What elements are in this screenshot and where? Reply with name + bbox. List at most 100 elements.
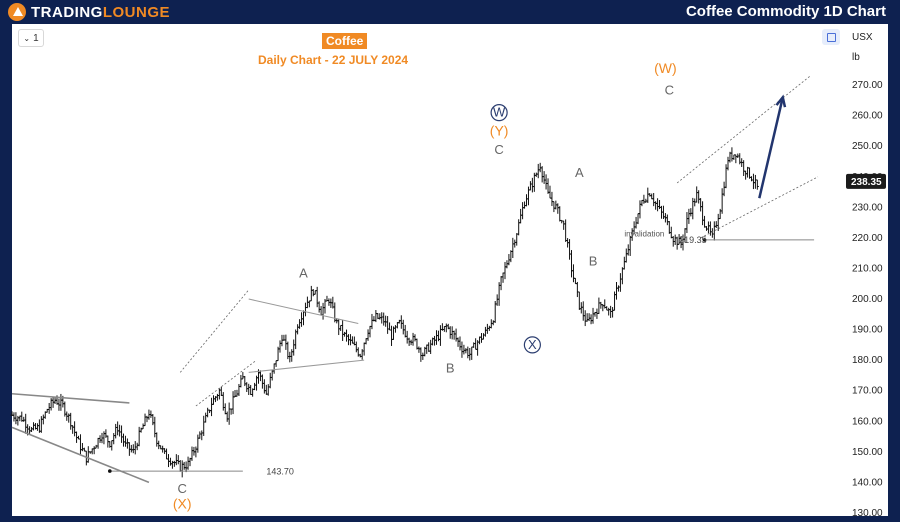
candle bbox=[96, 437, 100, 449]
y-tick-label: 180.00 bbox=[852, 355, 883, 366]
projection-arrow bbox=[758, 97, 785, 199]
candle bbox=[511, 237, 515, 259]
candle bbox=[403, 324, 407, 338]
candle bbox=[444, 323, 448, 333]
candle bbox=[307, 300, 311, 308]
candle bbox=[399, 315, 403, 329]
candle bbox=[186, 456, 190, 470]
candle bbox=[513, 239, 517, 248]
candle bbox=[202, 415, 206, 436]
candle bbox=[149, 410, 153, 418]
candle bbox=[480, 333, 484, 343]
candle bbox=[548, 185, 552, 199]
candle bbox=[69, 412, 73, 430]
candle bbox=[239, 374, 243, 388]
candle bbox=[581, 301, 585, 321]
candle bbox=[192, 446, 196, 456]
candle bbox=[615, 282, 618, 300]
candle bbox=[470, 346, 474, 360]
final-channel-lower-line bbox=[700, 176, 819, 239]
candle bbox=[583, 310, 587, 327]
invalidation-label: invalidation bbox=[624, 229, 664, 238]
candle bbox=[180, 460, 184, 478]
candle bbox=[462, 344, 466, 355]
candle bbox=[744, 170, 748, 180]
invalidation-dot bbox=[702, 238, 707, 242]
candle bbox=[215, 393, 219, 401]
candle bbox=[474, 338, 478, 350]
candle bbox=[22, 416, 26, 422]
wave-label-w-circled: W bbox=[493, 105, 506, 120]
candle bbox=[309, 285, 313, 302]
candle bbox=[599, 301, 603, 309]
candle bbox=[212, 395, 215, 405]
candle bbox=[656, 198, 660, 212]
candle bbox=[697, 190, 701, 204]
candle bbox=[380, 312, 384, 324]
candle bbox=[556, 203, 560, 214]
candle bbox=[266, 384, 270, 396]
logo-icon bbox=[8, 3, 26, 21]
candle bbox=[120, 425, 124, 443]
candle bbox=[300, 312, 304, 327]
candle bbox=[210, 397, 214, 417]
currency-label[interactable]: USX bbox=[852, 32, 873, 43]
candle bbox=[550, 191, 554, 207]
candle bbox=[390, 325, 394, 346]
candle bbox=[624, 248, 628, 263]
candle bbox=[245, 382, 249, 392]
candle bbox=[196, 434, 200, 453]
unit-label[interactable]: lb bbox=[852, 52, 860, 63]
candle bbox=[665, 214, 669, 226]
candle bbox=[710, 228, 714, 238]
triangle-lower-line bbox=[248, 359, 365, 373]
candle bbox=[348, 334, 352, 346]
candle bbox=[229, 408, 233, 415]
candle bbox=[517, 219, 521, 236]
candle bbox=[607, 307, 611, 316]
y-tick-label: 150.00 bbox=[852, 447, 883, 458]
arrow-head-icon bbox=[775, 94, 787, 108]
candle bbox=[227, 402, 231, 425]
candle bbox=[746, 166, 750, 178]
chart-area[interactable] bbox=[12, 24, 888, 516]
candle bbox=[374, 310, 378, 323]
candle bbox=[382, 312, 386, 326]
candle bbox=[123, 435, 127, 447]
candle bbox=[39, 416, 43, 433]
y-tick-label: 190.00 bbox=[852, 325, 883, 336]
candle bbox=[722, 181, 726, 197]
candle bbox=[442, 325, 446, 332]
candle bbox=[528, 181, 532, 191]
wave-label-a-1: A bbox=[299, 266, 308, 281]
candle bbox=[92, 446, 96, 455]
candle bbox=[174, 454, 178, 466]
wave-label-c-x: C bbox=[178, 481, 187, 496]
candle bbox=[341, 319, 345, 341]
candle bbox=[579, 302, 583, 314]
candle bbox=[78, 434, 82, 455]
candle bbox=[585, 313, 589, 322]
chart-title: Coffee bbox=[322, 33, 368, 49]
interval-button[interactable]: ⌄ 1 bbox=[18, 29, 44, 47]
candle bbox=[143, 413, 147, 427]
fullscreen-icon[interactable] bbox=[822, 29, 840, 45]
candle bbox=[597, 297, 601, 314]
candle bbox=[339, 324, 343, 331]
wave-label-y-paren: (Y) bbox=[490, 123, 509, 139]
candle bbox=[184, 461, 188, 473]
candle bbox=[59, 393, 63, 411]
candle bbox=[362, 342, 366, 356]
candle bbox=[405, 330, 409, 344]
candle bbox=[168, 457, 172, 466]
candle bbox=[30, 426, 34, 432]
candle bbox=[636, 213, 640, 225]
candle bbox=[141, 423, 145, 430]
candle bbox=[153, 416, 157, 438]
candle bbox=[495, 294, 499, 306]
logo-text-part2: LOUNGE bbox=[102, 3, 170, 21]
candle bbox=[333, 302, 337, 323]
candle bbox=[654, 201, 658, 210]
candle bbox=[687, 208, 691, 224]
candle bbox=[701, 201, 705, 226]
